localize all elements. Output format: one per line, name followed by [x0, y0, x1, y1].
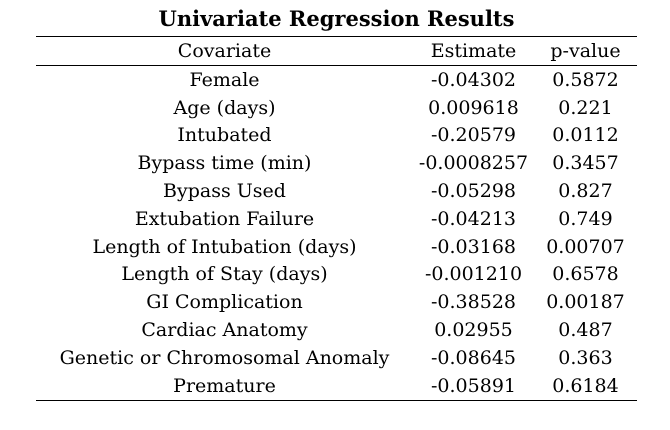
p-value-cell: 0.363 [558, 346, 613, 369]
covariate-cell: Bypass Used [163, 180, 286, 203]
p-value-cell: 0.749 [558, 207, 613, 230]
p-value-cell: 0.00707 [546, 235, 625, 258]
estimate-cell: -0.05891 [431, 374, 516, 397]
covariate-cell: Intubated [177, 124, 272, 147]
table-title: Univariate Regression Results [158, 6, 515, 31]
table-body: Female -0.04302 0.5872 Age (days) 0.009618 0.… [36, 66, 637, 401]
table-header: Covariate Estimate p-value [36, 36, 637, 66]
estimate-cell: -0.03168 [431, 235, 516, 258]
table-row: Premature -0.05891 0.6184 [36, 372, 637, 401]
regression-table-container: Univariate Regression Results Covariate … [36, 6, 637, 401]
covariate-cell: Cardiac Anatomy [141, 319, 308, 342]
covariate-cell: GI Complication [146, 291, 303, 314]
covariate-cell: Length of Stay (days) [121, 263, 328, 286]
regression-table: Covariate Estimate p-value Female -0.0430… [36, 36, 637, 401]
estimate-cell: -0.04213 [431, 207, 516, 230]
estimate-cell: 0.02955 [434, 319, 513, 342]
table-row: Cardiac Anatomy 0.02955 0.487 [36, 316, 637, 344]
header-p-value: p-value [550, 40, 621, 62]
table-row: Length of Stay (days) -0.001210 0.6578 [36, 261, 637, 289]
table-row: Genetic or Chromosomal Anomaly -0.08645 0.… [36, 344, 637, 372]
estimate-cell: -0.20579 [431, 124, 516, 147]
estimate-cell: -0.08645 [431, 346, 516, 369]
estimate-cell: -0.05298 [431, 180, 516, 203]
estimate-cell: -0.001210 [424, 263, 523, 286]
estimate-cell: -0.38528 [431, 291, 516, 314]
table-row: Age (days) 0.009618 0.221 [36, 94, 637, 122]
covariate-cell: Length of Intubation (days) [92, 235, 357, 258]
covariate-cell: Premature [173, 374, 276, 397]
table-row: Bypass time (min) -0.0008257 0.3457 [36, 149, 637, 177]
p-value-cell: 0.221 [558, 96, 613, 119]
p-value-cell: 0.6184 [552, 374, 619, 397]
table-row: GI Complication -0.38528 0.00187 [36, 288, 637, 316]
header-row: Covariate Estimate p-value [36, 36, 637, 66]
p-value-cell: 0.6578 [552, 263, 619, 286]
table-row: Female -0.04302 0.5872 [36, 66, 637, 94]
covariate-cell: Extubation Failure [134, 207, 315, 230]
p-value-cell: 0.3457 [552, 152, 619, 175]
p-value-cell: 0.0112 [552, 124, 619, 147]
table-row: Length of Intubation (days) -0.03168 0.007… [36, 233, 637, 261]
estimate-cell: -0.04302 [431, 68, 516, 91]
covariate-cell: Bypass time (min) [137, 152, 312, 175]
p-value-cell: 0.827 [558, 180, 613, 203]
table-row: Intubated -0.20579 0.0112 [36, 122, 637, 150]
table-row: Extubation Failure -0.04213 0.749 [36, 205, 637, 233]
header-covariate: Covariate [177, 40, 272, 62]
table-row: Bypass Used -0.05298 0.827 [36, 177, 637, 205]
header-estimate: Estimate [430, 40, 517, 62]
covariate-cell: Age (days) [173, 96, 276, 119]
estimate-cell: -0.0008257 [418, 152, 529, 175]
covariate-cell: Female [189, 68, 260, 91]
p-value-cell: 0.5872 [552, 68, 619, 91]
p-value-cell: 0.00187 [546, 291, 625, 314]
p-value-cell: 0.487 [558, 319, 613, 342]
covariate-cell: Genetic or Chromosomal Anomaly [59, 346, 390, 369]
estimate-cell: 0.009618 [428, 96, 519, 119]
